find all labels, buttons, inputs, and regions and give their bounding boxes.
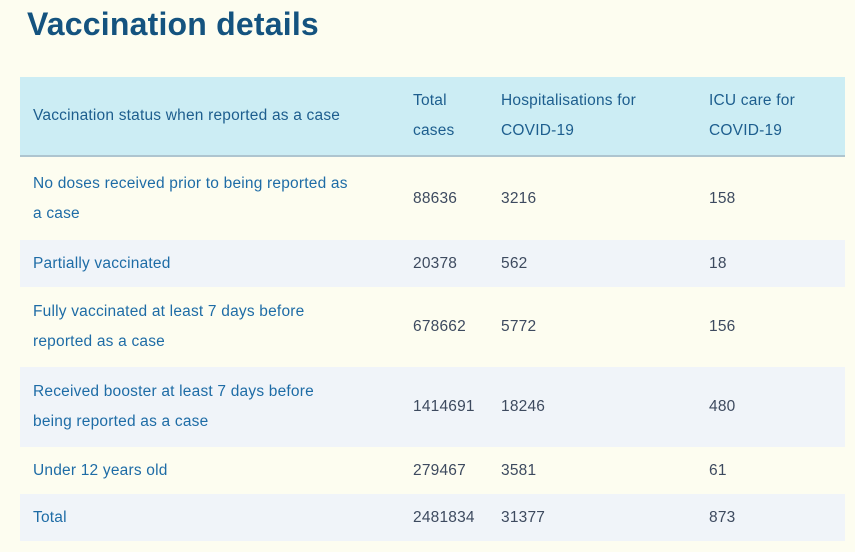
row-hospitalisations-value: 31377 <box>501 508 546 526</box>
table-row-total: Total 2481834 31377 873 <box>20 494 845 541</box>
row-icu-value: 18 <box>709 254 727 272</box>
header-cell-icu: ICU care for COVID-19 <box>709 92 795 139</box>
row-icu-value: 158 <box>709 189 736 207</box>
row-hospitalisations-value: 3581 <box>501 461 537 479</box>
row-status-label: Received booster at least 7 days before … <box>33 383 314 430</box>
vaccination-table: Vaccination status when reported as a ca… <box>20 77 845 541</box>
header-cell-total-cases: Total cases <box>413 92 455 139</box>
row-hospitalisations-value: 562 <box>501 254 528 272</box>
table-row-received-booster: Received booster at least 7 days before … <box>20 367 845 447</box>
table-row-under-12: Under 12 years old 279467 3581 61 <box>20 447 845 494</box>
table-row-no-doses: No doses received prior to being reporte… <box>20 157 845 240</box>
row-total-cases-value: 1414691 <box>413 398 475 415</box>
row-hospitalisations-value: 18246 <box>501 398 546 415</box>
row-status-label: Fully vaccinated at least 7 days before … <box>33 303 305 350</box>
row-hospitalisations-value: 3216 <box>501 189 537 207</box>
header-cell-hospitalisations: Hospitalisations for COVID-19 <box>501 92 636 139</box>
table-header-row: Vaccination status when reported as a ca… <box>20 77 845 157</box>
row-icu-value: 156 <box>709 318 736 335</box>
page-title: Vaccination details <box>27 6 319 42</box>
header-cell-status: Vaccination status when reported as a ca… <box>33 107 341 124</box>
row-total-cases-value: 2481834 <box>413 508 475 526</box>
row-total-cases-value: 20378 <box>413 254 458 272</box>
row-status-label: Total <box>33 508 67 526</box>
row-status-label: Under 12 years old <box>33 461 168 479</box>
row-status-label: No doses received prior to being reporte… <box>33 174 348 222</box>
row-status-label: Partially vaccinated <box>33 254 171 272</box>
row-hospitalisations-value: 5772 <box>501 318 537 335</box>
row-total-cases-value: 678662 <box>413 318 466 335</box>
row-total-cases-value: 279467 <box>413 461 466 479</box>
row-total-cases-value: 88636 <box>413 189 458 207</box>
row-icu-value: 480 <box>709 398 736 415</box>
table-row-partially-vaccinated: Partially vaccinated 20378 562 18 <box>20 240 845 287</box>
row-icu-value: 61 <box>709 461 727 479</box>
table-row-fully-vaccinated: Fully vaccinated at least 7 days before … <box>20 287 845 367</box>
row-icu-value: 873 <box>709 508 736 526</box>
